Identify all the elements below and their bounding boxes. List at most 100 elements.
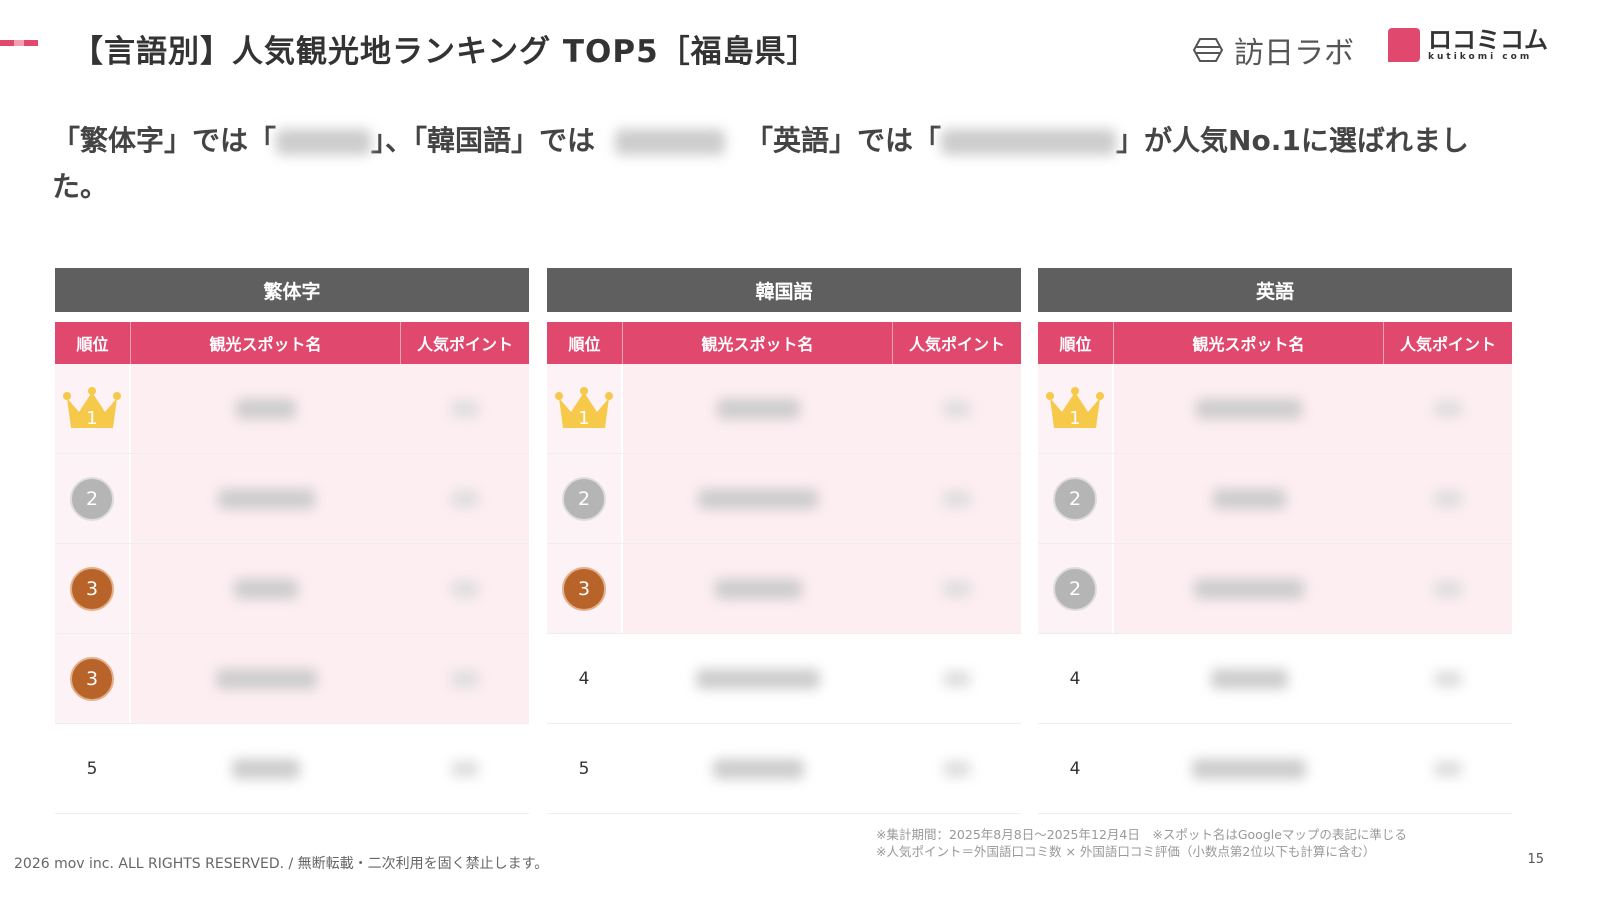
col-points: 人気ポイント [1399, 335, 1496, 354]
table-row: 5 [547, 724, 1021, 814]
col-name: 観光スポット名 [131, 322, 401, 364]
svg-text:1: 1 [1069, 408, 1080, 429]
table-row: 1 [55, 364, 529, 454]
page-title: 【言語別】人気観光地ランキング TOP5［福島県］ [72, 34, 819, 70]
svg-text:1: 1 [86, 408, 97, 429]
col-name: 観光スポット名 [1114, 322, 1384, 364]
spot-name-cell [1114, 364, 1384, 453]
points-cell [1384, 364, 1512, 453]
table-row: 3 [55, 544, 529, 634]
table-row: 2 [55, 454, 529, 544]
rank-cell: 5 [547, 724, 623, 813]
rank-number: 5 [578, 758, 590, 779]
crown-icon: 1 [1046, 386, 1104, 429]
spot-name-cell [1114, 634, 1384, 723]
crown-icon: 1 [555, 386, 613, 429]
points-cell [401, 724, 529, 813]
kutikomi-sub: kutikomi com [1428, 52, 1533, 62]
spot-name-cell [623, 454, 893, 543]
rank-cell: 4 [547, 634, 623, 723]
spot-name-cell [131, 724, 401, 813]
points-cell [893, 724, 1021, 813]
notes: ※集計期間：2025年8月8日～2025年12月4日 ※スポット名はGoogle… [876, 827, 1407, 859]
column-headers: 順位 観光スポット名 人気ポイント [1038, 322, 1512, 364]
table-row: 1 [547, 364, 1021, 454]
rank-number: 4 [578, 668, 590, 689]
points-cell [893, 454, 1021, 543]
kutikomi-logo: ロコミコム kutikomi com [1388, 28, 1548, 62]
table-row: 3 [55, 634, 529, 724]
spot-name-cell [131, 454, 401, 543]
ranking-table: 英語 順位 観光スポット名 人気ポイント 1 2 2 4 4 [1038, 268, 1512, 814]
ranking-table: 韓国語 順位 観光スポット名 人気ポイント 1 2 3 4 5 [547, 268, 1021, 814]
rank-number: 4 [1069, 668, 1081, 689]
kutikomi-text: ロコミコム [1428, 26, 1548, 54]
houjin-lab-text: 訪日ラボ [1234, 36, 1354, 71]
col-rank: 順位 [1038, 322, 1114, 364]
bronze-badge: 3 [70, 656, 114, 701]
spot-name-cell [1114, 724, 1384, 813]
crown-icon: 1 [63, 386, 121, 429]
language-header: 韓国語 [547, 268, 1021, 312]
spot-name-cell [131, 544, 401, 633]
silver-badge: 2 [562, 476, 606, 521]
rank-cell: 1 [547, 364, 623, 453]
rank-cell: 2 [547, 454, 623, 543]
spot-name-cell [1114, 454, 1384, 543]
rank-cell: 1 [1038, 364, 1114, 453]
points-cell [1384, 724, 1512, 813]
points-cell [401, 634, 529, 723]
lead-text: 「繁体字」では「 」、「韓国語」では 「英語」では「 」が人気No.1に選ばれました。 [52, 124, 1469, 203]
ranking-table: 繁体字 順位 観光スポット名 人気ポイント 1 2 3 3 5 [55, 268, 529, 814]
column-headers: 順位 観光スポット名 人気ポイント [547, 322, 1021, 364]
points-cell [893, 364, 1021, 453]
col-name: 観光スポット名 [623, 322, 893, 364]
bronze-badge: 3 [70, 566, 114, 611]
points-cell [401, 454, 529, 543]
silver-badge: 2 [70, 476, 114, 521]
rank-cell: 4 [1038, 634, 1114, 723]
rank-cell: 1 [55, 364, 131, 453]
table-row: 2 [1038, 544, 1512, 634]
svg-text:1: 1 [578, 408, 589, 429]
points-cell [893, 634, 1021, 723]
accent-bar [0, 40, 38, 46]
rank-cell: 5 [55, 724, 131, 813]
col-rank: 順位 [55, 322, 131, 364]
column-headers: 順位 観光スポット名 人気ポイント [55, 322, 529, 364]
table-row: 5 [55, 724, 529, 814]
copyright-footer: 2026 mov inc. ALL RIGHTS RESERVED. / 無断転… [14, 856, 549, 872]
rank-cell: 3 [55, 634, 131, 723]
table-row: 4 [1038, 724, 1512, 814]
rank-cell: 2 [1038, 454, 1114, 543]
col-rank: 順位 [547, 322, 623, 364]
silver-badge: 2 [1053, 566, 1097, 611]
col-points: 人気ポイント [416, 335, 513, 354]
page-number: 15 [1527, 852, 1544, 867]
houjin-lab-logo: 訪日ラボ [1192, 28, 1354, 72]
table-row: 2 [1038, 454, 1512, 544]
points-cell [1384, 454, 1512, 543]
rank-number: 5 [86, 758, 98, 779]
points-cell [893, 544, 1021, 633]
rank-cell: 2 [55, 454, 131, 543]
rank-cell: 4 [1038, 724, 1114, 813]
points-cell [401, 364, 529, 453]
language-header: 英語 [1038, 268, 1512, 312]
points-cell [1384, 634, 1512, 723]
spot-name-cell [131, 364, 401, 453]
silver-badge: 2 [1053, 476, 1097, 521]
spot-name-cell [1114, 544, 1384, 633]
rank-number: 4 [1069, 758, 1081, 779]
spot-name-cell [623, 634, 893, 723]
table-row: 4 [547, 634, 1021, 724]
table-row: 1 [1038, 364, 1512, 454]
col-points: 人気ポイント [908, 335, 1005, 354]
language-header: 繁体字 [55, 268, 529, 312]
spot-name-cell [623, 544, 893, 633]
spot-name-cell [623, 364, 893, 453]
rank-cell: 3 [547, 544, 623, 633]
table-row: 3 [547, 544, 1021, 634]
points-cell [401, 544, 529, 633]
bronze-badge: 3 [562, 566, 606, 611]
